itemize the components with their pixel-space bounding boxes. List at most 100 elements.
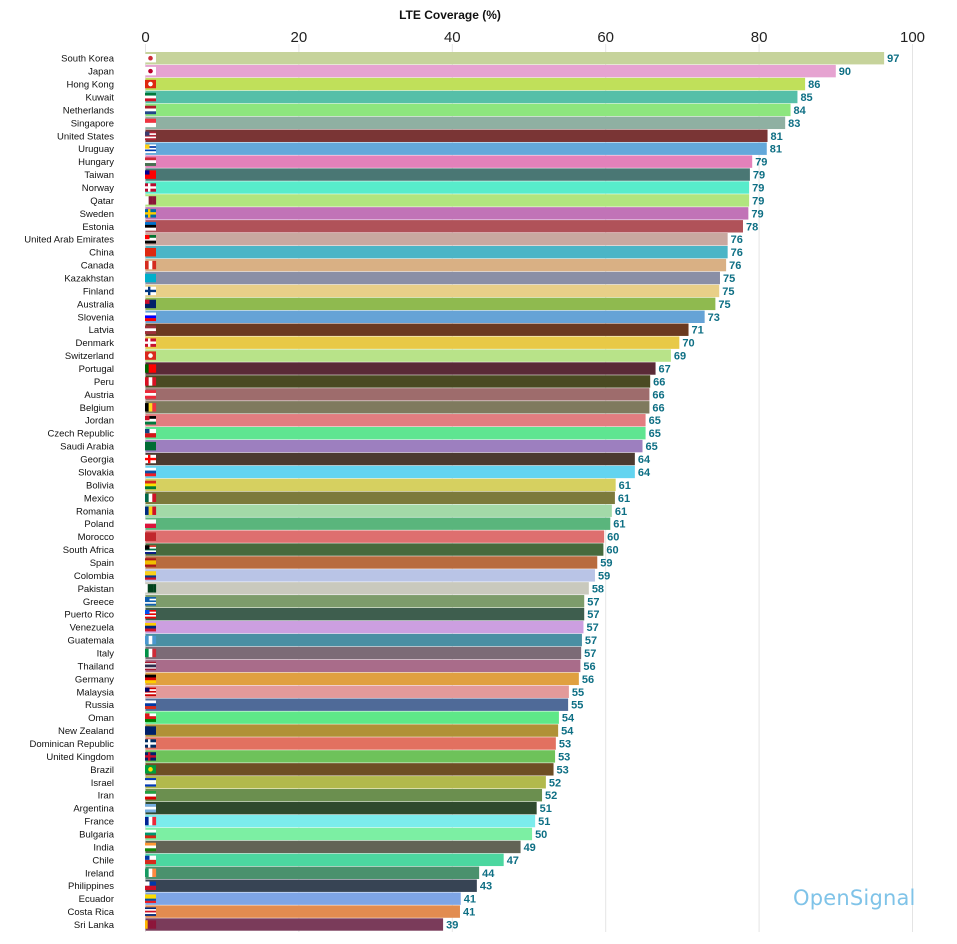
flag-stripe (145, 573, 156, 576)
flag-stripe (145, 665, 156, 668)
flag-icon (145, 79, 156, 89)
value-label: 52 (545, 790, 557, 802)
flag-stripe (145, 832, 156, 836)
flag-icon (145, 597, 156, 606)
flag-stripe (145, 550, 156, 553)
flag-icon (145, 390, 156, 399)
value-label: 75 (718, 299, 730, 311)
flag-stripe (145, 328, 156, 332)
flag-stripe (148, 403, 153, 412)
flag-icon (145, 752, 156, 761)
category-label: Morocco (78, 532, 114, 543)
flag-stripe (152, 506, 157, 515)
flag-icon (145, 726, 156, 735)
flag-icon (145, 506, 157, 515)
bar (145, 194, 750, 207)
value-label: 41 (463, 907, 475, 919)
flag-stripe (145, 564, 156, 567)
category-label: Bulgaria (79, 830, 115, 841)
flag-stripe (145, 196, 149, 205)
flag-stripe (145, 377, 149, 386)
flag-cross (145, 289, 156, 293)
category-label: Qatar (90, 196, 114, 207)
bar (145, 504, 612, 517)
bar (145, 168, 750, 181)
flag-icon (145, 92, 156, 102)
value-label: 84 (794, 105, 807, 117)
category-label: India (93, 842, 114, 853)
category-label: Colombia (74, 571, 115, 582)
value-label: 60 (606, 545, 618, 557)
value-label: 97 (887, 53, 899, 65)
flag-stripe (145, 855, 156, 860)
bar (145, 439, 643, 453)
category-label: Belgium (80, 403, 114, 414)
flag-stripe (145, 920, 148, 929)
flag-stripe (145, 615, 156, 617)
value-label: 61 (615, 506, 627, 518)
flag-stripe (145, 149, 156, 152)
bar (145, 336, 680, 349)
flag-stripe (152, 816, 157, 826)
bar (145, 245, 728, 259)
category-label: Russia (85, 700, 115, 711)
flag-stripe (145, 719, 156, 722)
flag-canton (145, 131, 150, 136)
flag-icon (145, 791, 156, 800)
flag-stripe (145, 473, 156, 477)
category-label: Spain (90, 558, 114, 569)
flag-stripe (145, 571, 156, 574)
flag-icon (145, 454, 156, 464)
flag-stripe (145, 480, 156, 484)
flag-icon (145, 584, 157, 593)
flag-icon (145, 157, 156, 166)
bar (145, 116, 786, 130)
flag-stripe (145, 235, 156, 238)
flag-canton (145, 609, 150, 615)
category-label: Malaysia (77, 687, 115, 698)
value-label: 52 (549, 777, 561, 789)
flag-icon (145, 377, 157, 386)
bar (145, 388, 650, 401)
flag-icon (145, 778, 156, 787)
category-label: Kuwait (85, 92, 114, 103)
category-label: Italy (97, 648, 115, 659)
flag-stripe (145, 896, 156, 899)
bar (145, 401, 650, 414)
flag-canton (145, 726, 150, 731)
flag-stripe (145, 92, 156, 96)
flag-stripe (145, 848, 156, 852)
flag-stripe (147, 584, 151, 593)
flag-stripe (145, 602, 156, 604)
flag-stripe (145, 318, 156, 322)
category-label: Kazakhstan (64, 274, 114, 285)
value-label: 53 (559, 738, 571, 750)
flag-stripe (152, 403, 157, 412)
flag-stripe (150, 584, 154, 593)
flag-stripe (145, 881, 156, 886)
bar (145, 310, 705, 323)
bar (145, 323, 689, 336)
bar (145, 827, 533, 841)
flag-stripe (145, 118, 156, 123)
flag-stripe (145, 674, 156, 678)
flag-stripe (145, 845, 156, 849)
category-label: Latvia (89, 325, 115, 336)
flag-stripe (145, 900, 156, 903)
flag-stripe (145, 532, 156, 541)
flag-stripe (152, 635, 157, 645)
flag-icon (145, 235, 156, 244)
flag-canton (145, 713, 150, 718)
bar (145, 375, 651, 388)
flag-stripe (145, 575, 156, 578)
flag-stripe (145, 428, 156, 434)
value-label: 73 (708, 312, 720, 324)
flag-icon (145, 648, 157, 658)
bar (145, 737, 556, 750)
flag-canton (145, 687, 150, 692)
flag-icon (145, 467, 156, 477)
bar (145, 349, 671, 362)
flag-canton (145, 299, 150, 304)
flag-stripe (145, 668, 156, 671)
